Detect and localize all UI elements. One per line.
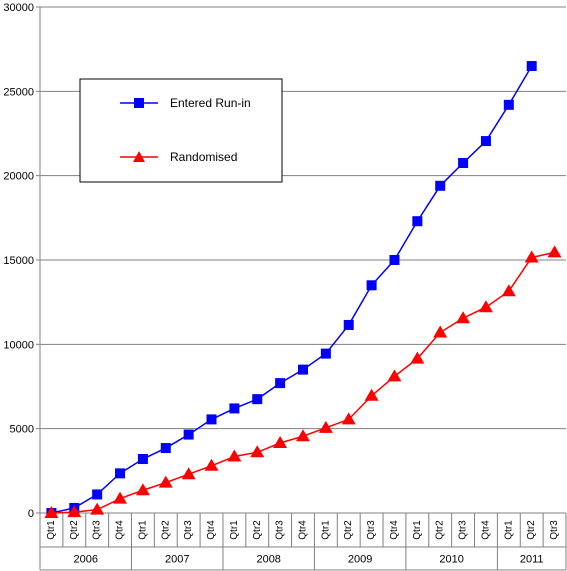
series-line-randomised xyxy=(51,251,555,514)
data-point-randomised xyxy=(204,458,219,471)
data-point-entered-run-in xyxy=(458,158,469,169)
x-tick-label: Qtr2 xyxy=(252,520,263,540)
data-point-entered-run-in xyxy=(343,319,354,330)
data-point-randomised xyxy=(250,445,265,458)
x-tick-label: Qtr4 xyxy=(206,520,217,540)
data-point-entered-run-in xyxy=(366,280,377,291)
x-tick-label: Qtr1 xyxy=(46,520,57,540)
legend: Entered Run-in Randomised xyxy=(79,78,283,183)
data-point-randomised xyxy=(44,506,59,518)
data-point-entered-run-in xyxy=(389,255,400,265)
year-label: 2008 xyxy=(256,554,280,566)
x-tick-label: Qtr2 xyxy=(526,520,537,540)
data-point-randomised xyxy=(387,369,402,382)
data-point-randomised xyxy=(410,351,425,364)
data-point-entered-run-in xyxy=(229,403,240,414)
year-label: 2009 xyxy=(348,554,372,566)
x-tick-label: Qtr1 xyxy=(137,520,148,540)
y-tick-label: 20000 xyxy=(3,171,34,183)
data-point-randomised xyxy=(433,325,448,338)
series-layer xyxy=(44,61,562,518)
x-tick-label: Qtr3 xyxy=(549,520,560,540)
data-point-randomised xyxy=(547,245,562,258)
data-point-randomised xyxy=(296,429,310,442)
data-point-entered-run-in xyxy=(206,414,217,425)
data-point-randomised xyxy=(181,467,196,480)
data-point-randomised xyxy=(341,412,356,425)
x-tick-label: Qtr1 xyxy=(320,520,331,540)
data-point-randomised xyxy=(158,475,173,488)
x-tick-label: Qtr1 xyxy=(412,520,423,540)
data-point-entered-run-in xyxy=(137,454,148,465)
x-tick-label: Qtr4 xyxy=(389,520,400,540)
data-point-randomised xyxy=(90,502,105,515)
data-point-entered-run-in xyxy=(320,348,331,359)
x-tick-label: Qtr4 xyxy=(480,520,491,540)
data-point-entered-run-in xyxy=(480,136,491,147)
x-tick-label: Qtr2 xyxy=(435,520,446,540)
legend-label-randomised: Randomised xyxy=(170,150,237,164)
year-label: 2007 xyxy=(165,554,189,566)
x-tick-label: Qtr3 xyxy=(458,520,469,540)
y-tick-label: 15000 xyxy=(3,255,34,267)
legend-label-entered: Entered Run-in xyxy=(170,96,251,110)
data-point-entered-run-in xyxy=(526,61,537,72)
y-tick-label: 0 xyxy=(28,508,34,520)
data-point-entered-run-in xyxy=(160,443,171,454)
data-point-entered-run-in xyxy=(435,180,446,191)
x-axis: Qtr1 Qtr2 Qtr3 Qtr4 Qtr1 Qtr2 Qtr3 Qtr4 Qtr1 Qtr2… xyxy=(39,512,567,571)
data-point-randomised xyxy=(524,250,539,263)
legend-marker-entered xyxy=(134,98,144,108)
x-tick-label: Qtr1 xyxy=(229,520,240,540)
data-point-randomised xyxy=(227,449,242,462)
x-tick-label: Qtr3 xyxy=(275,520,286,540)
x-tick-label: Qtr2 xyxy=(69,520,80,540)
data-point-randomised xyxy=(318,420,333,433)
y-tick-label: 25000 xyxy=(3,86,34,98)
x-tick-label: Qtr3 xyxy=(183,520,194,540)
data-point-entered-run-in xyxy=(183,429,194,440)
data-point-entered-run-in xyxy=(252,394,263,405)
data-point-randomised xyxy=(456,311,471,324)
series-line-entered-run-in xyxy=(51,65,533,514)
x-tick-label: Qtr3 xyxy=(366,520,377,540)
legend-box xyxy=(79,78,283,183)
y-axis-ticks: 0 5000 10000 15000 20000 25000 30000 xyxy=(3,2,40,520)
data-point-entered-run-in xyxy=(503,99,514,110)
y-tick-label: 10000 xyxy=(3,339,34,351)
x-tick-label: Qtr4 xyxy=(115,520,126,540)
data-point-entered-run-in xyxy=(275,378,286,389)
x-tick-label: Qtr4 xyxy=(298,520,309,540)
data-point-entered-run-in xyxy=(92,489,103,500)
legend-marker-randomised xyxy=(133,151,145,162)
data-point-randomised xyxy=(113,491,128,504)
data-point-entered-run-in xyxy=(115,468,126,479)
data-point-randomised xyxy=(135,483,150,496)
x-tick-label: Qtr3 xyxy=(92,520,103,540)
data-point-entered-run-in xyxy=(298,364,308,375)
year-label: 2006 xyxy=(73,554,97,566)
data-point-randomised xyxy=(501,284,516,297)
data-point-randomised xyxy=(364,388,379,401)
year-label: 2010 xyxy=(439,554,463,566)
y-tick-label: 30000 xyxy=(3,2,34,14)
data-point-entered-run-in xyxy=(412,216,423,227)
data-point-randomised xyxy=(478,300,493,313)
data-point-randomised xyxy=(67,505,82,518)
y-tick-label: 5000 xyxy=(10,424,34,436)
data-point-randomised xyxy=(273,436,288,449)
x-tick-label: Qtr2 xyxy=(160,520,171,540)
x-tick-label: Qtr2 xyxy=(343,520,354,540)
x-tick-label: Qtr1 xyxy=(503,520,514,540)
year-label: 2011 xyxy=(520,554,544,566)
